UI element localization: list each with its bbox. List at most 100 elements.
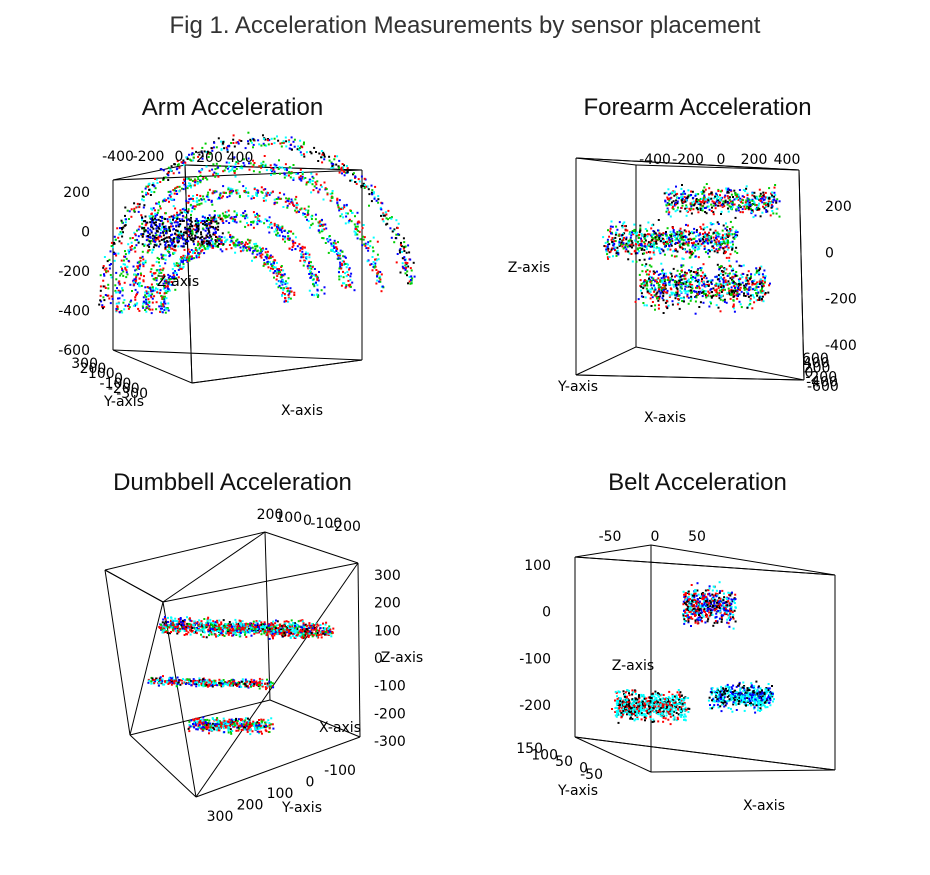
data-point: [712, 231, 715, 234]
data-point: [198, 256, 201, 259]
data-point: [709, 295, 712, 298]
data-point: [230, 216, 233, 219]
data-point: [404, 245, 407, 248]
data-point: [249, 140, 252, 143]
data-point: [284, 163, 287, 166]
data-point: [742, 199, 745, 202]
data-point: [659, 291, 662, 294]
data-point: [225, 161, 228, 164]
data-point: [310, 215, 313, 218]
data-point: [231, 168, 234, 171]
data-point: [122, 259, 125, 262]
data-point: [165, 230, 168, 233]
arm-x-label: -200: [133, 149, 165, 165]
data-point: [156, 288, 159, 291]
data-point: [646, 269, 649, 272]
data-point: [167, 273, 170, 276]
data-point: [319, 225, 322, 227]
data-point: [279, 271, 282, 274]
data-point: [148, 240, 151, 243]
data-point: [302, 256, 305, 259]
data-point: [752, 294, 754, 297]
data-point: [145, 221, 148, 224]
data-point: [734, 192, 737, 195]
data-point: [667, 304, 670, 307]
data-point: [332, 241, 335, 244]
data-point: [286, 237, 289, 240]
data-point: [338, 275, 341, 278]
data-point: [122, 270, 125, 273]
data-point: [668, 244, 670, 247]
data-point: [272, 267, 274, 270]
data-point: [206, 247, 209, 250]
data-point: [232, 236, 235, 239]
data-point: [396, 227, 399, 229]
data-point: [662, 238, 665, 241]
data-point: [681, 234, 684, 237]
data-point: [299, 208, 302, 211]
data-point: [625, 236, 628, 239]
data-point: [157, 209, 160, 212]
data-point: [665, 210, 668, 213]
data-point: [184, 254, 187, 257]
data-point: [182, 159, 185, 162]
data-point: [718, 294, 721, 297]
data-point: [201, 249, 204, 251]
box-edge: [129, 699, 271, 736]
data-point: [660, 248, 663, 251]
data-point: [114, 289, 117, 292]
data-point: [689, 237, 692, 240]
data-point: [284, 280, 287, 283]
data-point: [184, 161, 187, 164]
data-point: [316, 275, 319, 278]
data-point: [720, 265, 723, 268]
data-point: [742, 273, 745, 275]
data-point: [755, 283, 758, 286]
data-point: [282, 269, 285, 272]
data-point: [255, 242, 258, 245]
data-point: [154, 287, 157, 290]
data-point: [640, 285, 643, 288]
data-point: [212, 231, 215, 234]
data-point: [627, 250, 630, 253]
data-point: [371, 246, 374, 249]
data-point: [142, 206, 145, 209]
data-point: [132, 247, 135, 250]
data-point: [301, 177, 304, 180]
data-point: [229, 187, 232, 190]
data-point: [183, 180, 186, 183]
data-point: [739, 211, 742, 214]
data-point: [131, 245, 133, 247]
data-point: [737, 286, 740, 289]
data-point: [695, 235, 697, 238]
data-point: [279, 276, 282, 279]
data-point: [171, 225, 174, 228]
data-point: [237, 160, 239, 163]
data-point: [648, 290, 651, 293]
data-point: [666, 237, 668, 240]
data-point: [245, 187, 247, 190]
data-point: [271, 264, 273, 267]
data-point: [199, 194, 202, 197]
data-point: [707, 205, 710, 208]
data-point: [751, 283, 754, 286]
data-point: [155, 279, 158, 282]
data-point: [720, 243, 723, 245]
data-point: [285, 300, 288, 303]
data-point: [340, 267, 343, 270]
data-point: [191, 147, 194, 150]
data-point: [699, 232, 701, 235]
data-point: [215, 245, 218, 248]
data-point: [334, 155, 336, 158]
data-point: [255, 256, 258, 259]
data-point: [200, 239, 203, 241]
data-point: [187, 218, 190, 221]
data-point: [135, 244, 138, 247]
data-point: [232, 241, 235, 244]
data-point: [346, 170, 349, 173]
data-point: [376, 279, 379, 282]
data-point: [674, 283, 677, 286]
forearm-y-label: -200: [805, 370, 837, 386]
data-point: [618, 221, 621, 224]
data-point: [372, 250, 375, 253]
